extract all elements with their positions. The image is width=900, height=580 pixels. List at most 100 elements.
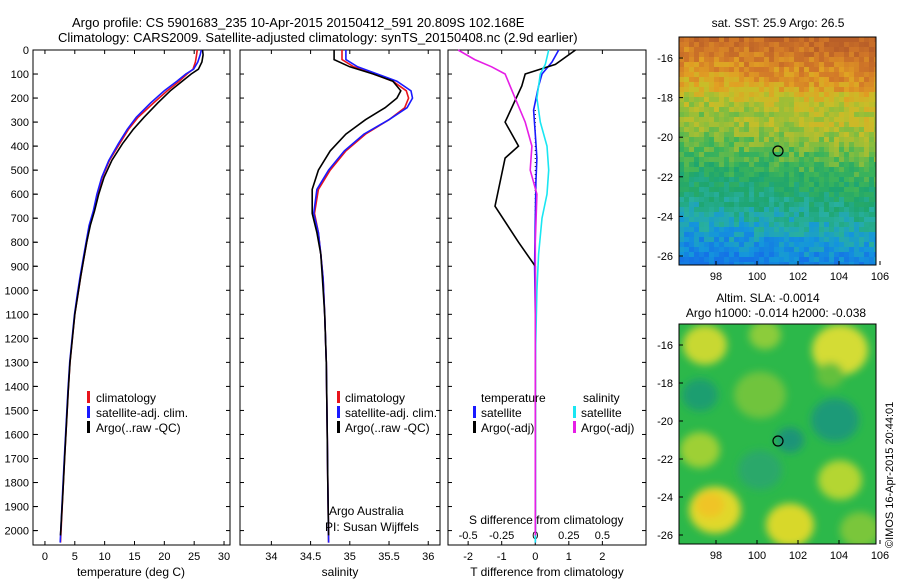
sst-cell (719, 257, 725, 263)
sst-cell (859, 92, 865, 98)
sst-cell (739, 102, 745, 108)
sst-cell (719, 127, 725, 133)
sst-cell (819, 212, 825, 218)
sst-map-title: sat. SST: 25.9 Argo: 26.5 (712, 16, 845, 30)
sst-cell (714, 92, 720, 98)
x-tick-label: 36 (422, 551, 434, 563)
sst-cell (809, 247, 815, 253)
sst-cell (719, 202, 725, 208)
sst-cell (734, 212, 740, 218)
sst-cell (804, 212, 810, 218)
sst-cell (684, 47, 690, 53)
sst-cell (799, 157, 805, 163)
sla-blob (812, 324, 868, 376)
sst-cell (824, 42, 830, 48)
sst-cell (769, 117, 775, 123)
sst-cell (774, 147, 780, 153)
sst-cell (684, 127, 690, 133)
sst-cell (754, 102, 760, 108)
sst-cell (734, 202, 740, 208)
sst-cell (714, 247, 720, 253)
sst-cell (754, 227, 760, 233)
sst-cell (764, 87, 770, 93)
sst-cell (689, 42, 695, 48)
sst-cell (694, 112, 700, 118)
sst-cell (684, 77, 690, 83)
sst-cell (809, 172, 815, 178)
sst-cell (704, 222, 710, 228)
sst-cell (709, 97, 715, 103)
sst-cell (759, 257, 765, 263)
sst-cell (744, 217, 750, 223)
sst-cell (849, 142, 855, 148)
sst-cell (784, 252, 790, 258)
sst-cell (754, 152, 760, 158)
sst-cell (689, 217, 695, 223)
sst-cell (749, 172, 755, 178)
sst-cell (834, 177, 840, 183)
sst-cell (734, 132, 740, 138)
sst-cell (679, 117, 685, 123)
sst-cell (699, 222, 705, 228)
sst-cell (799, 37, 805, 43)
sst-cell (859, 67, 865, 73)
sst-cell (759, 187, 765, 193)
sst-cell (789, 142, 795, 148)
sst-cell (694, 162, 700, 168)
sst-cell (799, 67, 805, 73)
sst-cell (764, 157, 770, 163)
sst-cell (699, 172, 705, 178)
sst-cell (709, 157, 715, 163)
x-tick-label: 0 (42, 551, 48, 563)
sst-cell (839, 242, 845, 248)
sst-cell (684, 237, 690, 243)
sst-cell (764, 172, 770, 178)
sst-cell (729, 217, 735, 223)
sst-cell (739, 197, 745, 203)
sst-cell (774, 57, 780, 63)
sst-cell (719, 232, 725, 238)
sst-cell (819, 172, 825, 178)
sst-cell (699, 262, 705, 265)
series-line-satellite (534, 49, 550, 543)
sst-cell (789, 102, 795, 108)
sst-cell (784, 92, 790, 98)
sst-cell (874, 92, 876, 98)
sst-cell (714, 67, 720, 73)
sst-cell (724, 132, 730, 138)
sst-cell (709, 172, 715, 178)
sst-cell (709, 177, 715, 183)
sst-cell (864, 222, 870, 228)
sst-cell (694, 222, 700, 228)
sst-cell (729, 57, 735, 63)
sst-cell (824, 232, 830, 238)
sst-cell (814, 102, 820, 108)
legend-swatch-satellite (337, 406, 340, 418)
sst-cell (749, 217, 755, 223)
sst-cell (724, 87, 730, 93)
sst-cell (744, 212, 750, 218)
sst-cell (729, 247, 735, 253)
sst-cell (694, 37, 700, 43)
sst-cell (869, 217, 875, 223)
sst-cell (804, 122, 810, 128)
sst-cell (874, 142, 876, 148)
sst-cell (744, 257, 750, 263)
sst-cell (869, 172, 875, 178)
sst-cell (784, 87, 790, 93)
x-tick-label: 0 (532, 551, 538, 563)
sst-cell (699, 127, 705, 133)
sst-cell (684, 167, 690, 173)
sst-cell (809, 162, 815, 168)
sst-cell (789, 252, 795, 258)
sst-cell (729, 182, 735, 188)
sst-cell (779, 212, 785, 218)
sst-cell (794, 207, 800, 213)
sst-cell (849, 257, 855, 263)
sst-cell (719, 37, 725, 43)
sst-cell (859, 227, 865, 233)
x-tick-label: 15 (128, 551, 140, 563)
sst-cell (679, 167, 685, 173)
sst-cell (749, 167, 755, 173)
sst-cell (779, 257, 785, 263)
